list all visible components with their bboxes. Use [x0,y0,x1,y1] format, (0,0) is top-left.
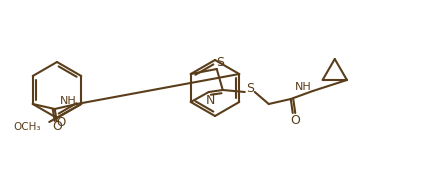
Text: O: O [57,115,66,129]
Text: S: S [216,57,224,70]
Text: N: N [206,93,215,106]
Text: O: O [290,114,300,127]
Text: NH: NH [59,96,76,105]
Text: S: S [246,83,254,96]
Text: OCH₃: OCH₃ [14,122,41,132]
Text: O: O [52,121,62,133]
Text: NH: NH [294,82,311,92]
